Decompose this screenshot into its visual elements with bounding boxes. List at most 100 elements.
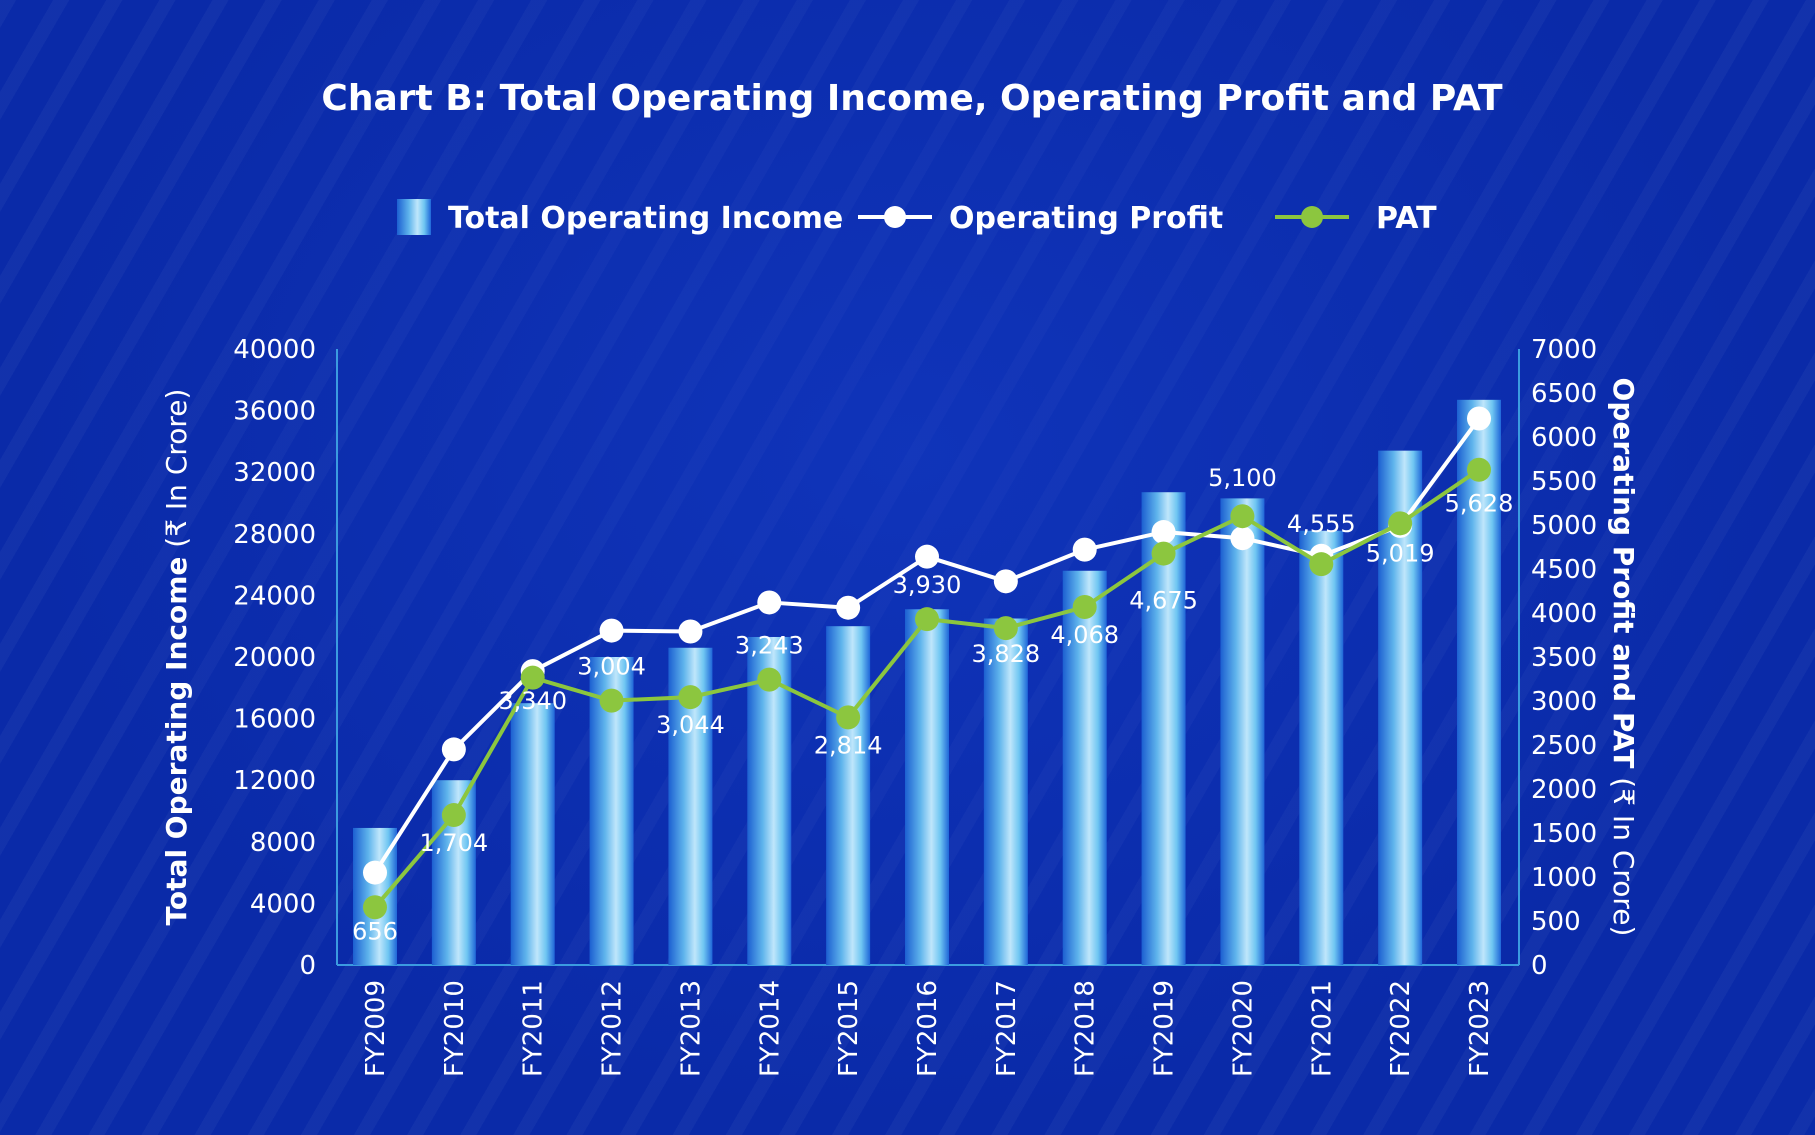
right-axis-title-main: Operating Profit and PAT bbox=[1607, 378, 1640, 769]
right-tick-label: 0 bbox=[1531, 951, 1548, 981]
right-tick-label: 5000 bbox=[1531, 511, 1597, 541]
point-operating-profit bbox=[441, 737, 466, 762]
data-labels: 656 1,704 3,340 3,004 3,044 3,243 2,814 3,930 3,… bbox=[352, 464, 1513, 945]
bar-total-operating-income bbox=[1299, 530, 1344, 965]
point-pat bbox=[1388, 511, 1413, 536]
x-tick-label: FY2016 bbox=[913, 980, 943, 1077]
point-pat bbox=[1230, 504, 1255, 529]
point-operating-profit bbox=[1467, 406, 1491, 431]
legend-label-total-operating-income: Total Operating Income bbox=[448, 201, 843, 236]
x-tick-label: FY2019 bbox=[1150, 980, 1180, 1077]
point-pat bbox=[1072, 595, 1097, 620]
x-tick-label: FY2013 bbox=[676, 980, 706, 1077]
right-tick-label: 500 bbox=[1531, 907, 1581, 937]
point-pat bbox=[599, 688, 624, 713]
left-axis-title-unit: (₹ In Crore) bbox=[160, 389, 193, 557]
point-pat bbox=[363, 895, 387, 920]
data-label: 656 bbox=[352, 917, 398, 945]
bar-total-operating-income bbox=[510, 703, 555, 965]
x-tick-label: FY2011 bbox=[519, 980, 549, 1077]
left-tick-label: 28000 bbox=[233, 520, 316, 550]
data-label: 4,555 bbox=[1287, 510, 1356, 538]
data-label: 4,068 bbox=[1050, 621, 1119, 649]
x-tick-label: FY2020 bbox=[1228, 980, 1258, 1077]
x-tick-label: FY2022 bbox=[1386, 980, 1416, 1077]
left-tick-label: 40000 bbox=[233, 335, 316, 365]
left-axis-title-main: Total Operating Income bbox=[160, 557, 193, 926]
data-label: 3,243 bbox=[735, 632, 804, 660]
point-operating-profit bbox=[993, 569, 1018, 594]
x-tick-label: FY2021 bbox=[1307, 980, 1337, 1077]
legend: Total Operating Income Operating Profit … bbox=[397, 199, 1437, 236]
x-tick-label: FY2014 bbox=[755, 980, 785, 1077]
point-pat bbox=[678, 685, 703, 710]
point-pat bbox=[993, 616, 1018, 641]
bar-total-operating-income bbox=[905, 609, 949, 965]
point-pat bbox=[520, 665, 545, 690]
bar-total-operating-income bbox=[1457, 399, 1501, 965]
point-pat bbox=[1151, 541, 1176, 566]
x-tick-label: FY2018 bbox=[1071, 980, 1101, 1077]
bar-total-operating-income bbox=[1141, 492, 1186, 965]
right-axis-ticks: 0 500 1000 1500 2000 2500 3000 3500 4000 4500 5000… bbox=[1531, 335, 1597, 981]
data-label: 5,019 bbox=[1366, 539, 1435, 567]
point-operating-profit bbox=[1072, 537, 1097, 562]
right-tick-label: 7000 bbox=[1531, 335, 1597, 365]
data-label: 2,814 bbox=[814, 731, 883, 759]
right-tick-label: 1500 bbox=[1531, 819, 1597, 849]
data-label: 3,044 bbox=[656, 711, 725, 739]
data-label: 3,004 bbox=[577, 653, 646, 681]
right-tick-label: 3500 bbox=[1531, 643, 1597, 673]
point-pat bbox=[441, 803, 466, 828]
data-label: 5,628 bbox=[1445, 490, 1514, 518]
x-tick-label: FY2023 bbox=[1465, 980, 1495, 1077]
point-pat bbox=[915, 607, 939, 632]
left-tick-label: 24000 bbox=[233, 581, 316, 611]
right-axis-title-unit: (₹ In Crore) bbox=[1607, 768, 1640, 936]
point-operating-profit bbox=[1151, 520, 1176, 545]
left-tick-label: 20000 bbox=[233, 643, 316, 673]
point-operating-profit bbox=[757, 590, 782, 615]
x-tick-label: FY2009 bbox=[361, 980, 391, 1077]
bar-total-operating-income bbox=[747, 636, 792, 965]
point-operating-profit bbox=[915, 544, 939, 569]
right-tick-label: 4500 bbox=[1531, 555, 1597, 585]
left-tick-label: 16000 bbox=[233, 705, 316, 735]
legend-swatch-total-operating-income bbox=[397, 199, 431, 235]
right-axis-title: Operating Profit and PAT (₹ In Crore) bbox=[1607, 378, 1640, 937]
legend-label-operating-profit: Operating Profit bbox=[949, 201, 1223, 236]
data-label: 3,340 bbox=[498, 687, 567, 715]
data-label: 4,675 bbox=[1129, 587, 1198, 615]
left-axis-ticks: 0 4000 8000 12000 16000 20000 24000 28000 32000 3… bbox=[233, 335, 316, 981]
left-tick-label: 36000 bbox=[233, 397, 316, 427]
right-tick-label: 6000 bbox=[1531, 423, 1597, 453]
x-tick-label: FY2012 bbox=[598, 980, 628, 1077]
chart-title: Chart B: Total Operating Income, Operati… bbox=[321, 78, 1503, 119]
data-label: 5,100 bbox=[1208, 464, 1277, 492]
point-operating-profit bbox=[599, 618, 624, 643]
x-axis-labels: FY2009 FY2010 FY2011 FY2012 FY2013 FY2014 FY20… bbox=[361, 980, 1495, 1077]
bar-total-operating-income bbox=[1220, 498, 1265, 965]
right-tick-label: 5500 bbox=[1531, 467, 1597, 497]
line-series bbox=[363, 406, 1491, 920]
legend-marker-operating-profit bbox=[884, 206, 906, 228]
left-tick-label: 12000 bbox=[233, 766, 316, 796]
data-label: 1,704 bbox=[419, 829, 488, 857]
point-pat bbox=[836, 705, 861, 730]
point-pat bbox=[1309, 552, 1334, 577]
x-tick-label: FY2017 bbox=[992, 980, 1022, 1077]
point-pat bbox=[1467, 457, 1491, 482]
right-tick-label: 3000 bbox=[1531, 687, 1597, 717]
data-label: 3,930 bbox=[893, 571, 962, 599]
data-label: 3,828 bbox=[971, 640, 1040, 668]
point-operating-profit bbox=[1230, 526, 1255, 551]
left-axis-title: Total Operating Income (₹ In Crore) bbox=[160, 389, 193, 926]
right-tick-label: 2000 bbox=[1531, 775, 1597, 805]
left-tick-label: 8000 bbox=[250, 828, 316, 858]
point-pat bbox=[757, 667, 782, 692]
x-tick-label: FY2015 bbox=[834, 980, 864, 1077]
left-tick-label: 0 bbox=[299, 951, 316, 981]
legend-label-pat: PAT bbox=[1376, 201, 1437, 236]
